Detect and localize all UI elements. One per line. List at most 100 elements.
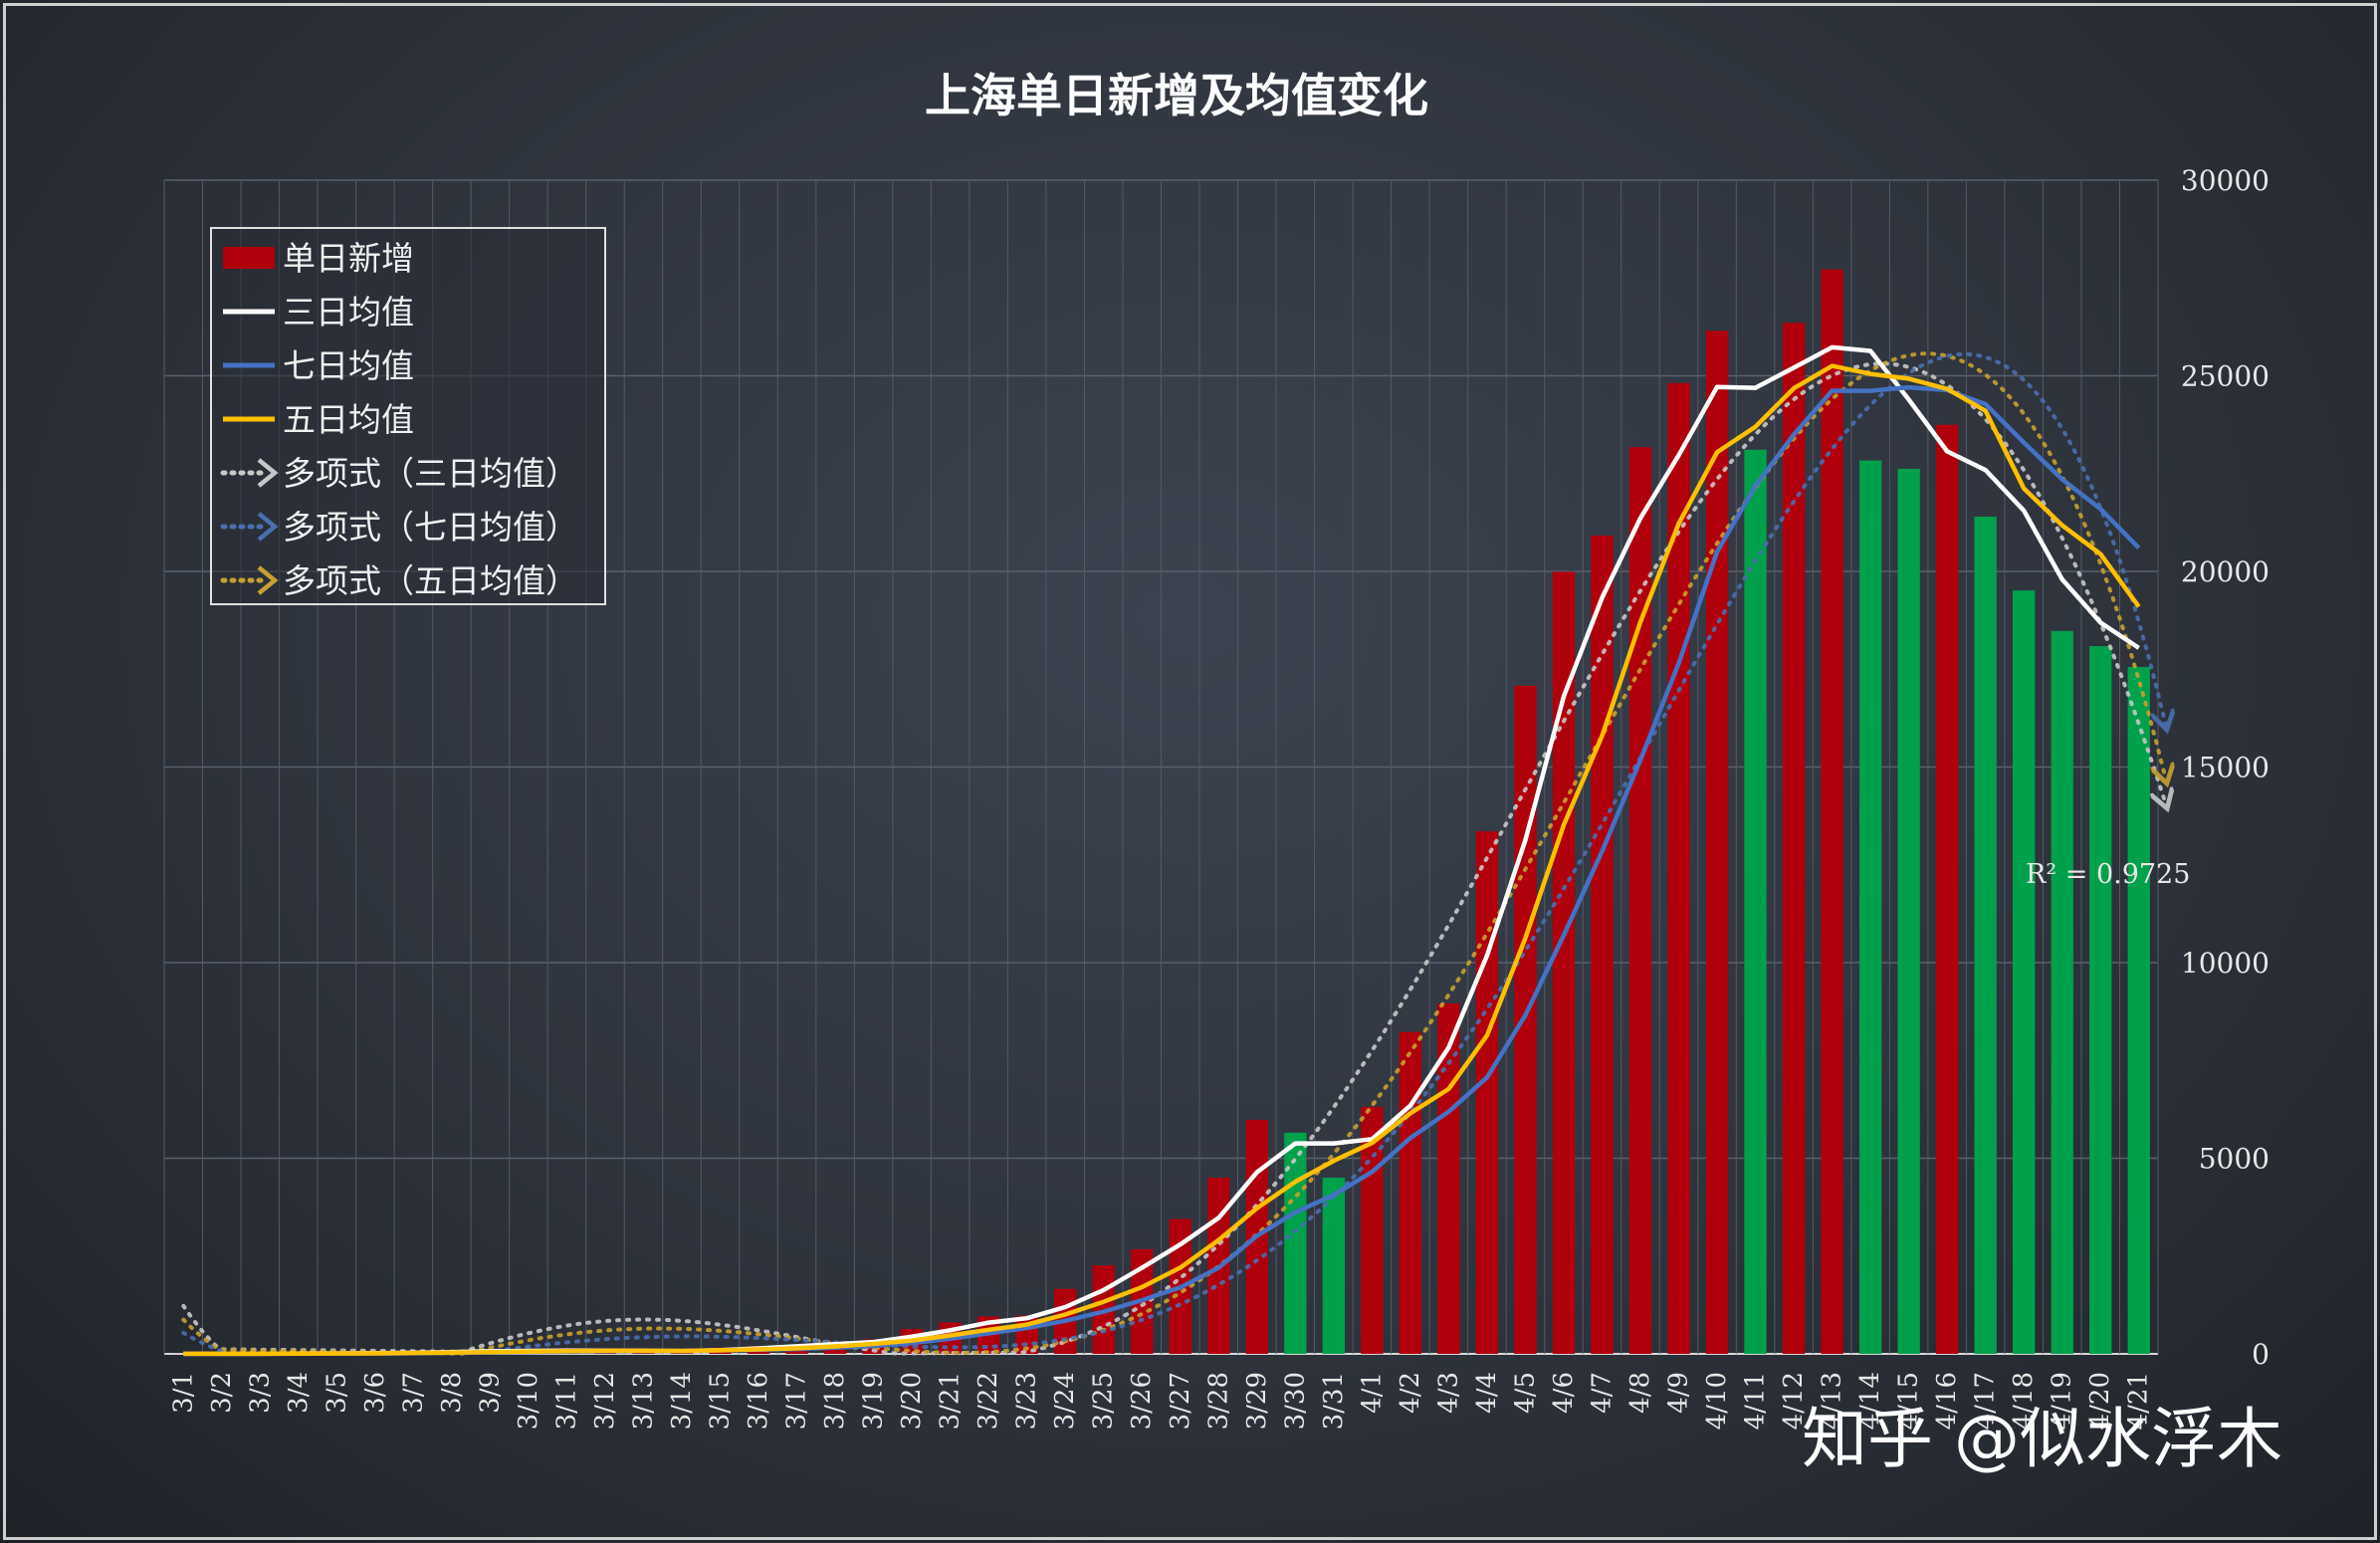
x-tick-label: 3/28 (1203, 1372, 1233, 1430)
x-tick-label: 3/26 (1127, 1372, 1157, 1430)
bar-4/2 (1399, 1031, 1422, 1354)
bar-4/13 (1821, 269, 1843, 1354)
r-squared-label: R² = 0.9725 (2026, 859, 2190, 890)
x-tick-label: 4/14 (1855, 1372, 1885, 1430)
x-tick-label: 4/1 (1357, 1372, 1387, 1414)
legend-swatch-bar (223, 247, 275, 269)
bar-4/11 (1744, 449, 1767, 1355)
legend-label: 七日均值 (283, 346, 414, 385)
legend-box (210, 227, 606, 605)
x-tick-label: 3/16 (744, 1372, 773, 1430)
x-tick-label: 4/18 (2009, 1372, 2039, 1430)
y-axis-ticks: 0 5000 10000 15000 20000 25000 30000 (2181, 164, 2270, 1371)
legend-label: 单日新增 (283, 239, 414, 278)
y-tick-label: 25000 (2181, 360, 2270, 393)
x-tick-label: 4/7 (1587, 1372, 1617, 1414)
trend-lines (181, 351, 2165, 1356)
legend-arrow-icon (257, 458, 279, 488)
bar-4/6 (1552, 571, 1576, 1354)
x-tick-label: 4/11 (1741, 1372, 1771, 1430)
x-tick-label: 4/20 (2085, 1372, 2115, 1430)
bar-4/4 (1475, 831, 1499, 1354)
y-tick-label: 5000 (2199, 1143, 2270, 1176)
x-tick-label: 4/5 (1510, 1372, 1540, 1414)
x-tick-label: 3/9 (475, 1372, 505, 1414)
x-tick-label: 3/23 (1012, 1372, 1042, 1430)
x-tick-label: 3/19 (859, 1372, 889, 1430)
bar-4/7 (1591, 535, 1614, 1354)
x-tick-label: 3/30 (1280, 1372, 1310, 1430)
x-tick-label: 3/13 (628, 1372, 658, 1430)
x-tick-label: 3/5 (322, 1372, 351, 1414)
bar-4/14 (1858, 460, 1882, 1355)
x-tick-label: 3/18 (820, 1372, 850, 1430)
x-tick-label: 3/4 (284, 1372, 314, 1414)
chart-title: 上海单日新增及均值变化 (925, 69, 1428, 122)
trend-three-day (181, 361, 2165, 1356)
x-tick-label: 4/12 (1779, 1372, 1809, 1430)
trend-seven-day (181, 351, 2165, 1356)
x-tick-label: 3/1 (168, 1372, 198, 1414)
bar-3/30 (1284, 1132, 1307, 1354)
y-tick-label: 20000 (2181, 555, 2270, 588)
bar-4/21 (2127, 666, 2150, 1354)
bar-4/8 (1628, 447, 1652, 1354)
bar-4/10 (1705, 331, 1729, 1354)
x-tick-label: 3/31 (1319, 1372, 1349, 1430)
bar-4/16 (1935, 424, 1959, 1354)
y-tick-label: 30000 (2181, 164, 2270, 197)
bar-4/12 (1782, 323, 1806, 1354)
x-tick-label: 3/6 (360, 1372, 390, 1414)
bar-4/18 (2013, 590, 2036, 1354)
legend-arrow-icon (257, 512, 279, 542)
bar-4/5 (1514, 685, 1537, 1354)
bar-3/31 (1322, 1178, 1346, 1354)
x-tick-label: 3/22 (974, 1372, 1003, 1430)
x-tick-label: 3/7 (398, 1372, 428, 1414)
x-tick-label: 3/12 (590, 1372, 620, 1430)
x-tick-label: 3/14 (667, 1372, 697, 1430)
legend-arrow-icon (257, 565, 279, 595)
x-tick-label: 4/13 (1818, 1372, 1847, 1430)
x-tick-label: 3/27 (1166, 1372, 1195, 1430)
x-tick-label: 4/4 (1472, 1372, 1502, 1414)
line-five-day-avg (183, 363, 2141, 1357)
y-tick-label: 10000 (2181, 947, 2270, 980)
x-tick-label: 3/25 (1089, 1372, 1119, 1430)
watermark: 知乎 @似水浮木 (1802, 1401, 2282, 1477)
x-tick-label: 3/2 (207, 1372, 237, 1414)
y-tick-label: 0 (2252, 1338, 2270, 1371)
x-tick-label: 4/6 (1549, 1372, 1579, 1414)
x-tick-label: 3/29 (1242, 1372, 1272, 1430)
legend-label: 多项式（七日均值） (283, 508, 578, 547)
legend-label: 多项式（三日均值） (283, 454, 578, 493)
bar-4/15 (1897, 468, 1920, 1354)
x-tick-label: 4/17 (1971, 1372, 2001, 1430)
x-tick-label: 4/9 (1664, 1372, 1694, 1414)
bar-4/9 (1667, 382, 1690, 1354)
legend-label: 三日均值 (283, 293, 414, 331)
x-tick-label: 4/19 (2048, 1372, 2077, 1430)
bar-4/17 (1974, 517, 1997, 1354)
x-tick-label: 4/3 (1433, 1372, 1463, 1414)
x-tick-label: 4/8 (1625, 1372, 1655, 1414)
x-tick-label: 3/10 (514, 1372, 543, 1430)
x-tick-label: 3/8 (437, 1372, 467, 1414)
bar-4/20 (2089, 646, 2112, 1354)
bars (172, 269, 2150, 1355)
legend-label: 五日均值 (283, 400, 414, 439)
x-tick-label: 4/21 (2124, 1372, 2154, 1430)
y-tick-label: 15000 (2181, 752, 2270, 784)
legend-label: 多项式（五日均值） (283, 561, 578, 600)
x-tick-label: 4/16 (1932, 1372, 1962, 1430)
x-tick-label: 3/21 (936, 1372, 966, 1430)
trend-five-day (181, 351, 2165, 1356)
x-tick-label: 3/3 (245, 1372, 275, 1414)
x-tick-label: 4/15 (1894, 1372, 1924, 1430)
bar-4/19 (2051, 630, 2073, 1354)
average-lines (183, 344, 2141, 1357)
x-axis-ticks: 3/1 3/2 3/3 3/4 3/5 3/6 3/7 3/8 3/9 3/10 3/11 3/12 3… (168, 1372, 2153, 1430)
